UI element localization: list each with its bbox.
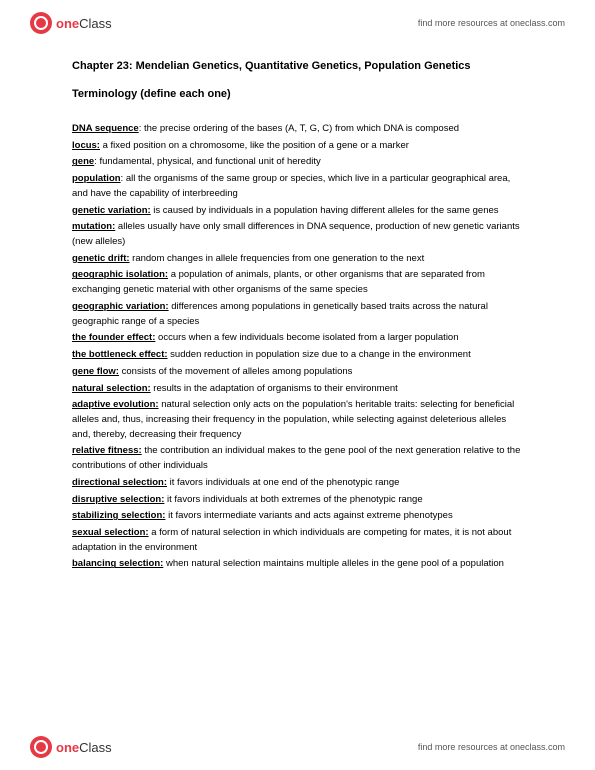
footer-logo-class: Class [79, 740, 112, 755]
logo-icon [30, 12, 52, 34]
term-entry: balancing selection: when natural select… [72, 557, 523, 572]
chapter-title: Chapter 23: Mendelian Genetics, Quantita… [72, 60, 523, 72]
term-entry: disruptive selection: it favors individu… [72, 493, 523, 508]
term-entry: locus: a fixed position on a chromosome,… [72, 139, 523, 154]
page-header: oneClass find more resources at oneclass… [0, 0, 595, 42]
footer-resources-link[interactable]: find more resources at oneclass.com [418, 742, 565, 752]
terminology-list: DNA sequence: the precise ordering of th… [72, 122, 523, 572]
term-entry: genetic drift: random changes in allele … [72, 252, 523, 267]
term-name: genetic drift: [72, 253, 130, 264]
term-definition: occurs when a few individuals become iso… [155, 332, 458, 343]
term-definition: results in the adaptation of organisms t… [151, 383, 398, 394]
term-definition: is caused by individuals in a population… [151, 205, 499, 216]
term-entry: gene flow: consists of the movement of a… [72, 365, 523, 380]
term-name: adaptive evolution: [72, 399, 159, 410]
footer-brand-logo: oneClass [30, 736, 112, 758]
term-entry: mutation: alleles usually have only smal… [72, 220, 523, 249]
term-name: directional selection: [72, 477, 167, 488]
term-definition: it favors intermediate variants and acts… [165, 510, 452, 521]
term-name: the founder effect: [72, 332, 155, 343]
logo-class: Class [79, 16, 112, 31]
term-entry: gene: fundamental, physical, and functio… [72, 155, 523, 170]
term-name: geographic variation: [72, 301, 169, 312]
term-definition: sudden reduction in population size due … [168, 349, 471, 360]
logo-one: one [56, 16, 79, 31]
term-definition: when natural selection maintains multipl… [163, 558, 504, 569]
term-name: the bottleneck effect: [72, 349, 168, 360]
footer-logo-icon [30, 736, 52, 758]
term-definition: : the precise ordering of the bases (A, … [139, 123, 459, 134]
term-name: geographic isolation: [72, 269, 168, 280]
footer-logo-text: oneClass [56, 740, 112, 755]
term-name: balancing selection: [72, 558, 163, 569]
term-name: gene flow: [72, 366, 119, 377]
term-entry: population: all the organisms of the sam… [72, 172, 523, 201]
term-entry: the founder effect: occurs when a few in… [72, 331, 523, 346]
term-definition: it favors individuals at both extremes o… [164, 494, 422, 505]
logo-text: oneClass [56, 16, 112, 31]
term-name: genetic variation: [72, 205, 151, 216]
term-name: relative fitness: [72, 445, 142, 456]
term-definition: consists of the movement of alleles amon… [119, 366, 352, 377]
term-name: disruptive selection: [72, 494, 164, 505]
term-entry: geographic variation: differences among … [72, 300, 523, 329]
term-entry: DNA sequence: the precise ordering of th… [72, 122, 523, 137]
term-name: stabilizing selection: [72, 510, 165, 521]
term-name: natural selection: [72, 383, 151, 394]
term-name: DNA sequence [72, 123, 139, 134]
document-body: Chapter 23: Mendelian Genetics, Quantita… [0, 42, 595, 572]
term-definition: : all the organisms of the same group or… [72, 173, 510, 199]
term-definition: it favors individuals at one end of the … [167, 477, 399, 488]
term-name: population [72, 173, 121, 184]
header-resources-link[interactable]: find more resources at oneclass.com [418, 18, 565, 28]
term-definition: alleles usually have only small differen… [72, 221, 520, 247]
term-definition: random changes in allele frequencies fro… [130, 253, 425, 264]
brand-logo: oneClass [30, 12, 112, 34]
term-entry: adaptive evolution: natural selection on… [72, 398, 523, 442]
term-entry: relative fitness: the contribution an in… [72, 444, 523, 473]
term-name: gene [72, 156, 94, 167]
term-name: locus: [72, 140, 100, 151]
term-name: mutation: [72, 221, 115, 232]
term-definition: a fixed position on a chromosome, like t… [100, 140, 409, 151]
term-entry: geographic isolation: a population of an… [72, 268, 523, 297]
term-entry: the bottleneck effect: sudden reduction … [72, 348, 523, 363]
term-definition: : fundamental, physical, and functional … [94, 156, 321, 167]
page-footer: oneClass find more resources at oneclass… [0, 728, 595, 770]
term-entry: stabilizing selection: it favors interme… [72, 509, 523, 524]
term-entry: directional selection: it favors individ… [72, 476, 523, 491]
term-name: sexual selection: [72, 527, 149, 538]
section-title: Terminology (define each one) [72, 88, 523, 100]
term-entry: genetic variation: is caused by individu… [72, 204, 523, 219]
term-entry: sexual selection: a form of natural sele… [72, 526, 523, 555]
footer-logo-one: one [56, 740, 79, 755]
term-entry: natural selection: results in the adapta… [72, 382, 523, 397]
